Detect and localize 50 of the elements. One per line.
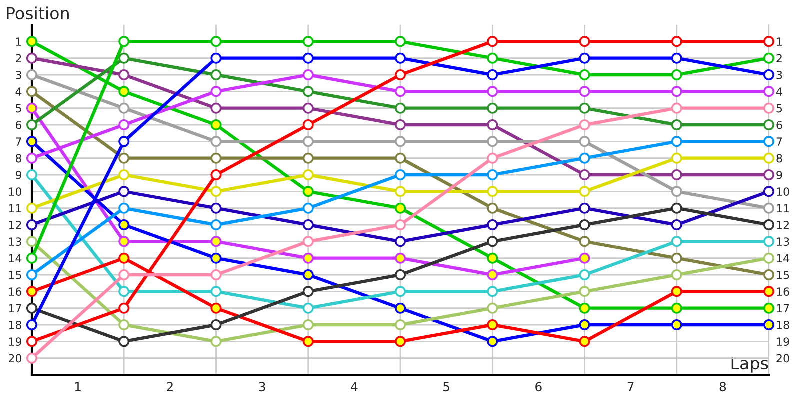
x-tick-label: 1 [75, 382, 81, 392]
y-tick-label: 11 [9, 204, 22, 213]
y2-tick-label: 14 [777, 254, 790, 263]
x-tick-label: 5 [444, 382, 450, 392]
x-tick-label: 4 [351, 382, 358, 392]
y-tick-label: 5 [16, 104, 22, 113]
x-tick-label: 6 [536, 382, 542, 392]
y2-tick-label: 8 [776, 154, 782, 163]
y2-tick-label: 3 [776, 70, 782, 80]
y2-tick-label: 7 [776, 138, 782, 146]
y-tick-label: 2 [16, 54, 22, 63]
y-tick-label: 6 [16, 120, 22, 130]
y-tick-label: 12 [9, 220, 22, 230]
y2-tick-label: 19 [777, 338, 790, 346]
y2-tick-label: 9 [776, 170, 782, 180]
y2-tick-label: 12 [777, 220, 789, 230]
y-tick-label: 13 [9, 238, 22, 246]
y-tick-label: 20 [8, 354, 22, 363]
y-tick-label: 14 [9, 254, 22, 263]
y2-tick-label: 13 [777, 238, 790, 246]
y-tick-label: 3 [16, 70, 22, 80]
y2-tick-label: 10 [777, 188, 790, 196]
y-tick-label: 1 [16, 38, 22, 46]
y-tick-label: 9 [16, 170, 22, 180]
y-tick-label: 19 [9, 338, 22, 346]
y-tick-label: 7 [16, 138, 22, 146]
y2-tick-label: 4 [776, 88, 782, 96]
y-tick-label: 16 [9, 288, 22, 296]
y-tick-label: 8 [16, 154, 22, 163]
y2-tick-label: 18 [777, 320, 790, 330]
y2-tick-label: 20 [776, 354, 790, 363]
x-tick-label: 8 [720, 382, 726, 392]
y2-tick-label: 5 [776, 104, 782, 113]
y2-tick-label: 2 [776, 54, 782, 63]
x-tick-label: 7 [628, 382, 634, 392]
x-tick-label: 3 [259, 382, 266, 392]
y-tick-label: 18 [9, 320, 22, 330]
y-tick-label: 17 [9, 304, 22, 313]
y-tick-label: 15 [9, 271, 22, 280]
y2-tick-label: 1 [777, 38, 782, 46]
y2-tick-label: 15 [777, 271, 790, 280]
y-tick-label: 10 [9, 188, 22, 196]
y2-tick-label: 6 [776, 120, 782, 130]
y-axis-title: Position [7, 6, 69, 20]
y2-tick-label: 16 [777, 288, 790, 296]
x-axis-title: Laps [732, 357, 768, 373]
y2-tick-label: 11 [777, 204, 790, 213]
y-tick-label: 4 [16, 88, 22, 96]
x-tick-label: 2 [167, 382, 173, 392]
y2-tick-label: 17 [777, 304, 790, 313]
